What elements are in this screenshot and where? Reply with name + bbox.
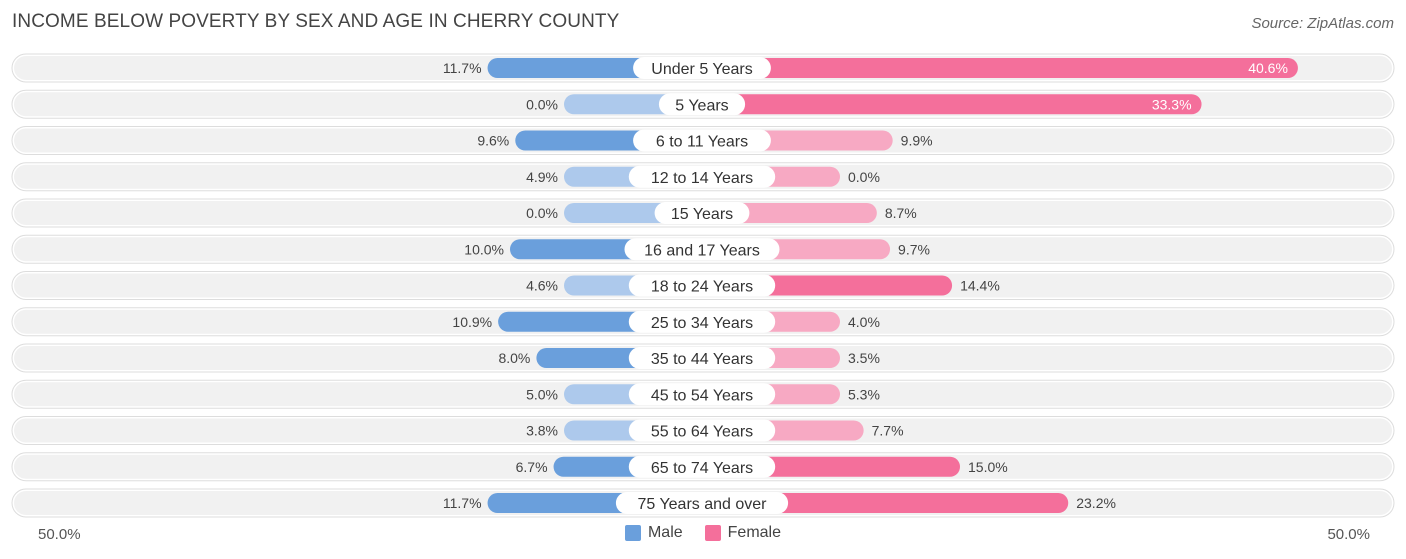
category-pill — [633, 129, 771, 152]
category-label: 15 Years — [671, 206, 733, 223]
female-value-label: 15.0% — [968, 459, 1008, 475]
female-value-label: 9.7% — [898, 241, 930, 257]
diverging-bar-chart: 11.7% 40.6% Under 5 Years 0.0% 33.3% 5 Years 9… — [11, 53, 1395, 518]
category-pill — [628, 455, 776, 478]
female-value-label: 0.0% — [848, 169, 880, 185]
legend-item-male[interactable]: Male — [624, 524, 683, 542]
category-label: 55 to 64 Years — [651, 424, 753, 441]
legend-swatch-female — [704, 525, 721, 541]
category-label: 45 to 54 Years — [651, 387, 753, 404]
category-label: 18 to 24 Years — [651, 279, 753, 296]
male-value-label: 9.6% — [477, 133, 509, 149]
legend-label-female: Female — [727, 524, 782, 541]
male-value-label: 8.0% — [498, 350, 530, 366]
chart-title: INCOME BELOW POVERTY BY SEX AND AGE IN C… — [12, 11, 620, 32]
category-label: Under 5 Years — [651, 61, 752, 78]
category-pill — [658, 93, 746, 116]
female-value-label: 14.4% — [960, 278, 1000, 294]
female-value-label: 9.9% — [901, 133, 933, 149]
female-value-label: 8.7% — [885, 205, 917, 221]
female-value-label: 40.6% — [1248, 60, 1288, 76]
category-pill — [628, 310, 776, 333]
female-value-label: 3.5% — [848, 350, 880, 366]
male-value-label: 4.6% — [526, 278, 558, 294]
female-bar — [702, 493, 1069, 513]
category-label: 16 and 17 Years — [644, 242, 760, 259]
category-pill — [633, 57, 771, 79]
male-value-label: 6.7% — [516, 459, 548, 475]
category-label: 35 to 44 Years — [651, 351, 753, 368]
female-bar — [702, 94, 1202, 115]
male-value-label: 3.8% — [526, 423, 558, 439]
category-pill — [624, 238, 780, 261]
legend-item-female[interactable]: Female — [704, 524, 782, 542]
male-value-label: 0.0% — [526, 96, 558, 112]
female-value-label: 23.2% — [1076, 495, 1116, 511]
category-pill — [628, 274, 776, 297]
category-label: 65 to 74 Years — [651, 460, 753, 477]
male-value-label: 5.0% — [526, 386, 558, 402]
category-label: 5 Years — [675, 97, 728, 114]
category-label: 12 to 14 Years — [651, 170, 753, 187]
male-value-label: 11.7% — [443, 60, 482, 76]
category-pill — [628, 419, 776, 442]
category-pill — [615, 492, 789, 514]
female-value-label: 4.0% — [848, 314, 880, 330]
legend: Male Female — [0, 524, 1406, 542]
source-note: Source: ZipAtlas.com — [1251, 15, 1394, 32]
male-value-label: 10.9% — [452, 314, 492, 330]
male-value-label: 11.7% — [443, 495, 482, 511]
category-pill — [628, 383, 776, 406]
legend-swatch-male — [624, 525, 641, 541]
category-label: 25 to 34 Years — [651, 315, 753, 332]
legend-label-male: Male — [647, 524, 683, 541]
female-value-label: 7.7% — [872, 423, 904, 439]
category-pill — [628, 347, 776, 369]
male-value-label: 10.0% — [464, 241, 504, 257]
category-label: 6 to 11 Years — [656, 134, 748, 151]
female-bar — [702, 58, 1298, 78]
male-value-label: 4.9% — [526, 169, 558, 185]
female-value-label: 5.3% — [848, 386, 880, 402]
axis-right-label: 50.0% — [1327, 526, 1370, 543]
female-value-label: 33.3% — [1152, 96, 1192, 112]
category-label: 75 Years and over — [638, 496, 768, 513]
male-value-label: 0.0% — [526, 205, 558, 221]
category-pill — [628, 165, 776, 188]
category-pill — [654, 202, 750, 224]
axis-left-label: 50.0% — [38, 526, 81, 543]
